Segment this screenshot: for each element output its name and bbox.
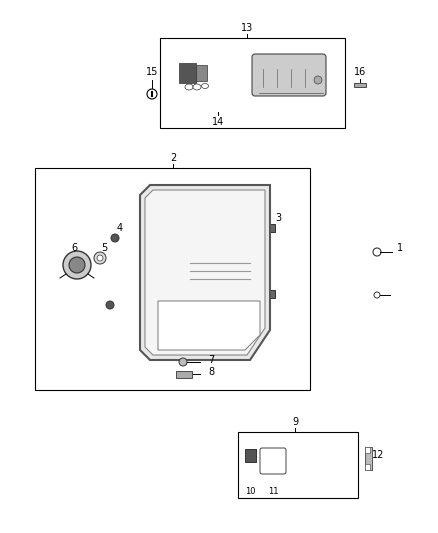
- Bar: [267, 290, 275, 298]
- Text: 8: 8: [208, 367, 214, 377]
- Circle shape: [374, 292, 380, 298]
- Bar: [162, 253, 256, 293]
- Text: 7: 7: [208, 355, 214, 365]
- Bar: [181, 359, 186, 364]
- FancyBboxPatch shape: [260, 448, 286, 474]
- Bar: [365, 447, 372, 470]
- Text: 11: 11: [268, 488, 278, 497]
- Text: 10: 10: [245, 488, 255, 497]
- Text: 6: 6: [71, 243, 77, 253]
- Text: 14: 14: [212, 117, 224, 127]
- Text: 13: 13: [241, 23, 253, 33]
- Bar: [245, 449, 256, 462]
- Text: 4: 4: [117, 223, 123, 233]
- FancyBboxPatch shape: [252, 54, 326, 96]
- Circle shape: [314, 76, 322, 84]
- Circle shape: [69, 257, 85, 273]
- Bar: [196, 65, 207, 81]
- Text: 2: 2: [170, 153, 176, 163]
- Bar: [176, 371, 192, 378]
- Bar: [238, 432, 358, 498]
- Ellipse shape: [201, 84, 208, 88]
- Bar: [354, 83, 366, 87]
- Circle shape: [179, 358, 187, 366]
- Polygon shape: [158, 301, 260, 350]
- Text: 12: 12: [372, 450, 384, 460]
- Ellipse shape: [185, 84, 193, 90]
- Bar: [158, 197, 260, 245]
- Text: 16: 16: [354, 67, 366, 77]
- Text: 1: 1: [397, 243, 403, 253]
- Bar: [365, 464, 370, 470]
- Text: 3: 3: [275, 213, 281, 223]
- Text: 15: 15: [146, 67, 158, 77]
- Text: 5: 5: [101, 243, 107, 253]
- Circle shape: [63, 251, 91, 279]
- Bar: [35, 168, 310, 390]
- Polygon shape: [140, 185, 270, 360]
- Circle shape: [97, 255, 103, 261]
- Circle shape: [147, 89, 157, 99]
- Bar: [160, 38, 345, 128]
- Polygon shape: [145, 190, 265, 355]
- Bar: [267, 224, 275, 232]
- Circle shape: [106, 301, 114, 309]
- Circle shape: [94, 252, 106, 264]
- Text: 9: 9: [292, 417, 298, 427]
- Bar: [365, 447, 370, 453]
- Ellipse shape: [193, 84, 201, 90]
- Circle shape: [111, 234, 119, 242]
- Circle shape: [373, 248, 381, 256]
- Bar: [179, 63, 196, 83]
